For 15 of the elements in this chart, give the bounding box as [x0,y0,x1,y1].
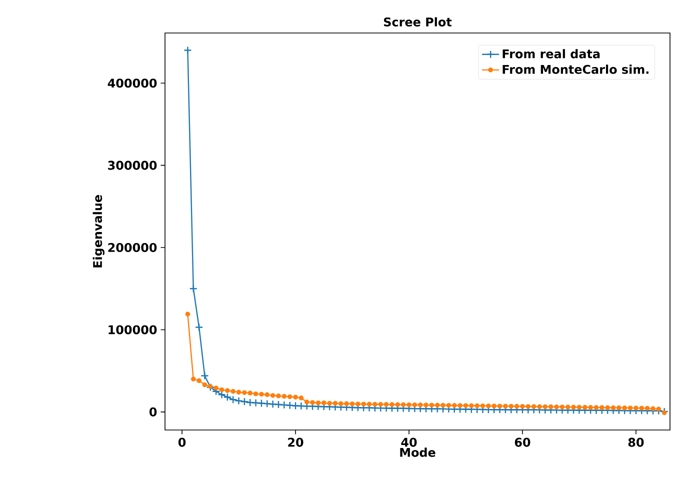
y-tick-label: 400000 [108,78,157,88]
y-tick-label: 100000 [108,325,157,334]
chart-title: Scree Plot [384,17,452,26]
x-tick-label: 40 [401,438,417,447]
legend-label: From real data [502,49,600,58]
y-axis-title: Eigenvalue [92,195,104,268]
x-tick-label: 20 [288,438,304,447]
y-tick-label: 200000 [108,243,157,252]
x-tick-label: 0 [178,438,186,447]
x-axis-title: Mode [400,448,436,457]
y-tick-label: 0 [149,407,157,416]
x-tick-label: 80 [628,438,644,447]
y-tick-label: 300000 [108,160,157,170]
legend-label: From MonteCarlo sim. [502,64,648,74]
x-tick-label: 60 [514,438,530,447]
